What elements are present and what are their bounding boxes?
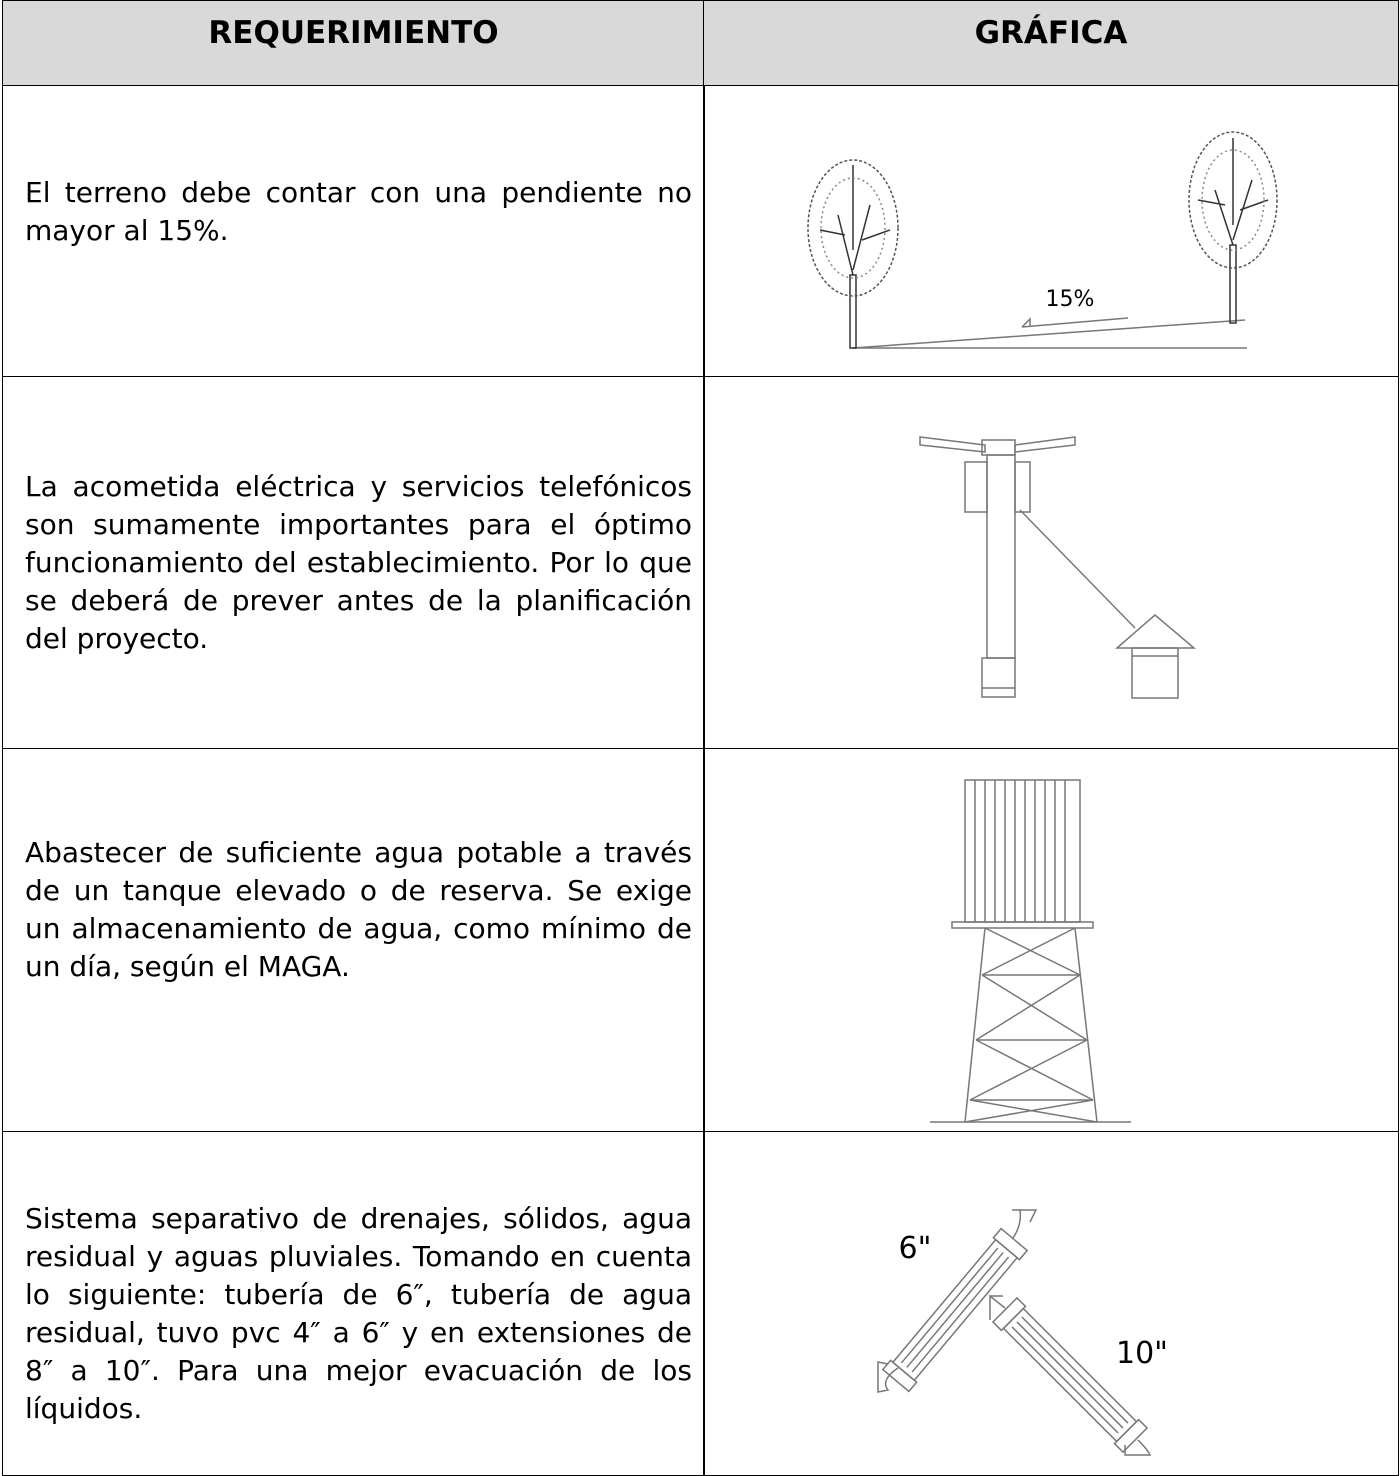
slope-label: 15%	[1046, 287, 1095, 312]
requirement-text: El terreno debe contar con una pendiente…	[25, 176, 692, 247]
slope-drawing: 15%	[807, 131, 1278, 349]
requirement-text: La acometida eléctrica y servicios telef…	[25, 469, 692, 655]
requirement-cell: La acometida eléctrica y servicios telef…	[2, 376, 705, 749]
requirement-cell: El terreno debe contar con una pendiente…	[2, 85, 705, 377]
requirement-cell: Sistema separativo de drenajes, sólidos,…	[2, 1131, 705, 1476]
requirement-text: Abastecer de suficiente agua potable a t…	[25, 836, 692, 983]
requirement-text: Sistema separativo de drenajes, sólidos,…	[25, 1201, 692, 1425]
tower-drawing	[930, 779, 1131, 1123]
requirement-cell: Abastecer de suficiente agua potable a t…	[2, 748, 705, 1132]
pole-drawing	[919, 436, 1197, 699]
header-cell: REQUERIMIENTO	[2, 0, 705, 86]
pipe-label: 10"	[1116, 1336, 1168, 1371]
pipe-label: 6"	[899, 1231, 932, 1266]
pipe-drawing: 6" 10"	[877, 1209, 1168, 1456]
